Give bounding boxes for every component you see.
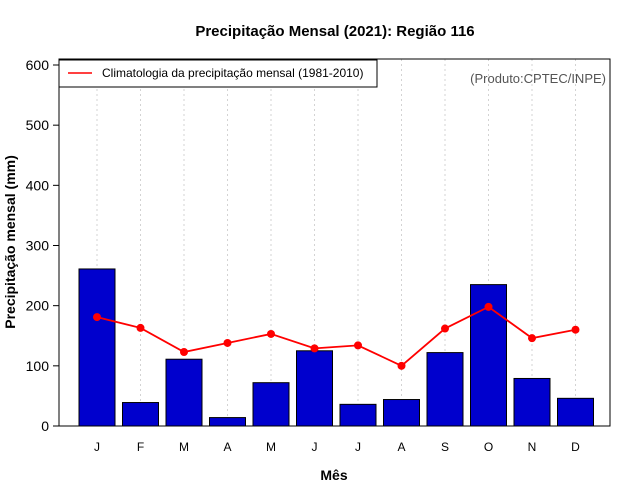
bar-5 — [252, 382, 290, 427]
y-tick-label-0: 0 — [41, 418, 49, 434]
bar-1 — [78, 268, 116, 427]
bar-9 — [426, 352, 464, 427]
x-tick-label-3: M — [179, 440, 189, 454]
climatology-point-2 — [136, 323, 145, 332]
climatology-point-4 — [223, 338, 232, 347]
y-axis-title: Precipitação mensal (mm) — [2, 155, 18, 329]
plot-frame — [58, 58, 611, 427]
x-tick-label-10: O — [484, 440, 493, 454]
climatology-point-6 — [310, 344, 319, 353]
climatology-point-7 — [354, 341, 362, 350]
x-tick-label-5: M — [266, 440, 276, 454]
climatology-line-series — [93, 302, 580, 370]
bar-4 — [209, 417, 246, 427]
x-tick-label-1: J — [94, 440, 100, 454]
climatology-point-1 — [93, 313, 101, 322]
bar-3 — [165, 358, 203, 427]
climatology-point-10 — [484, 302, 493, 311]
x-tick-label-7: J — [355, 440, 361, 454]
y-tick-label-600: 600 — [26, 57, 50, 73]
x-tick-label-2: F — [137, 440, 144, 454]
y-axis: 0 100 200 300 400 500 600 — [26, 57, 59, 434]
x-tick-label-4: A — [223, 440, 231, 454]
y-tick-label-500: 500 — [26, 117, 50, 133]
bar-8 — [383, 399, 420, 427]
legend-box — [58, 59, 378, 88]
source-annotation: (Produto:CPTEC/INPE) — [470, 71, 606, 86]
x-tick-label-9: S — [441, 440, 449, 454]
climatology-line — [96, 305, 576, 367]
climatology-point-12 — [571, 325, 580, 334]
climatology-point-8 — [397, 361, 406, 370]
chart-title: Precipitação Mensal (2021): Região 116 — [195, 23, 474, 40]
x-tick-label-12: D — [571, 440, 580, 454]
y-tick-label-100: 100 — [26, 358, 50, 374]
y-tick-label-200: 200 — [26, 298, 50, 314]
x-tick-label-8: A — [397, 440, 405, 454]
bar-6 — [296, 350, 333, 427]
climatology-point-11 — [528, 334, 536, 343]
climatology-point-9 — [441, 324, 449, 333]
y-tick-label-400: 400 — [26, 177, 50, 193]
legend: Climatologia da precipitação mensal (198… — [58, 59, 378, 88]
climatology-point-5 — [267, 329, 275, 338]
bar-2 — [122, 402, 159, 427]
y-tick-label-300: 300 — [26, 238, 50, 254]
climatology-point-3 — [180, 347, 188, 356]
bar-12 — [557, 397, 594, 427]
bar-7 — [339, 403, 377, 427]
bar-series — [78, 268, 594, 427]
x-axis-title: Mês — [320, 467, 347, 483]
x-tick-label-11: N — [528, 440, 537, 454]
x-tick-label-6: J — [312, 440, 318, 454]
legend-entry-climatology: Climatologia da precipitação mensal (198… — [102, 66, 363, 80]
bar-11 — [513, 377, 551, 427]
